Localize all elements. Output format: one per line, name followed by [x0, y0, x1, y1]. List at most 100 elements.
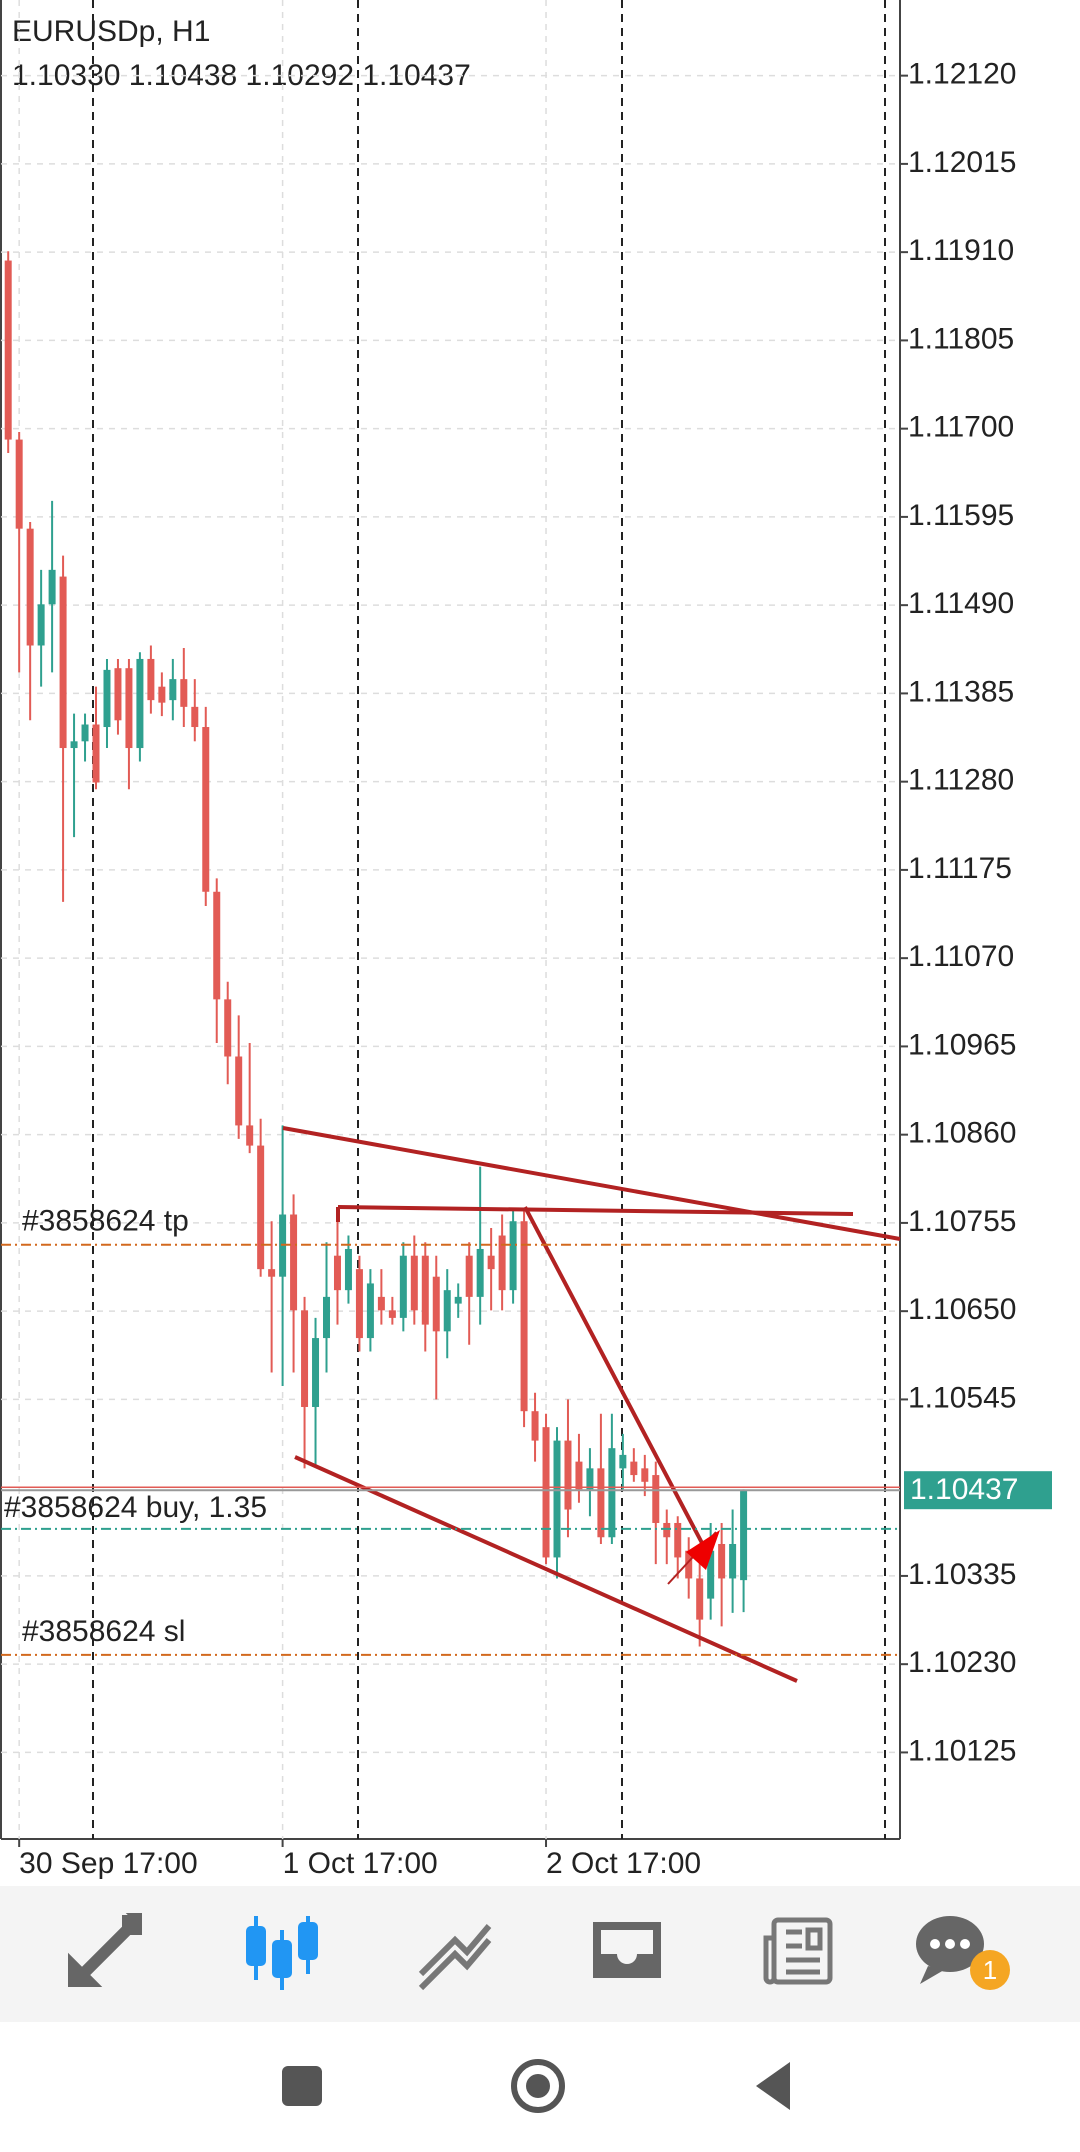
y-tick-label: 1.10335	[908, 1558, 1016, 1591]
candle-body	[290, 1214, 298, 1311]
candle-body	[674, 1522, 682, 1558]
order-label: #3858624 tp	[22, 1205, 189, 1238]
candle-body	[92, 724, 100, 783]
y-tick-label: 1.11070	[908, 940, 1014, 973]
order-label: #3858624 sl	[22, 1615, 185, 1648]
candle-body	[224, 999, 232, 1057]
y-tick-label: 1.10650	[908, 1293, 1016, 1326]
current-price-label: 1.10437	[910, 1473, 1018, 1506]
x-tick-label: 30 Sep 17:00	[19, 1847, 198, 1880]
candle-body	[553, 1440, 561, 1558]
candle-body	[509, 1221, 517, 1291]
toolbar-bg	[0, 1886, 1080, 2022]
symbol-title: EURUSDp, H1	[12, 15, 210, 48]
y-tick-label: 1.10545	[908, 1381, 1016, 1414]
candles	[4, 251, 748, 1647]
y-tick-label: 1.11700	[908, 411, 1014, 444]
nav-back[interactable]	[756, 2062, 790, 2110]
candle-body	[377, 1296, 385, 1311]
candle-body	[257, 1145, 265, 1270]
candle-body	[597, 1468, 605, 1538]
candle-body	[663, 1522, 671, 1538]
candle-body	[213, 891, 221, 1000]
candle-body	[399, 1255, 407, 1318]
candle-body	[410, 1255, 418, 1311]
y-tick-label: 1.11805	[908, 322, 1014, 355]
candle-body	[191, 706, 199, 728]
candle-body	[498, 1235, 506, 1291]
y-tick-label: 1.12015	[908, 146, 1016, 179]
candle-body	[641, 1468, 649, 1482]
candle-body	[608, 1448, 616, 1538]
candle-body	[707, 1550, 715, 1599]
candle-body	[652, 1475, 660, 1523]
candle-body	[158, 686, 166, 703]
candle-body	[202, 727, 210, 892]
candle-body	[37, 604, 45, 646]
trade-icon[interactable]	[68, 1913, 142, 1987]
candle-body	[136, 658, 144, 749]
candle-body	[103, 669, 111, 728]
y-tick-label: 1.10965	[908, 1028, 1016, 1061]
chart-icon[interactable]	[246, 1916, 318, 1990]
y-tick-label: 1.10125	[908, 1734, 1016, 1767]
y-tick-label: 1.11595	[908, 499, 1014, 532]
x-tick-label: 2 Oct 17:00	[546, 1847, 701, 1880]
candle-body	[114, 668, 122, 721]
y-tick-label: 1.10755	[908, 1205, 1016, 1238]
candle-body	[366, 1283, 374, 1339]
chat-badge: 1	[983, 1955, 997, 1985]
candle-body	[81, 724, 89, 742]
y-tick-label: 1.11280	[908, 764, 1014, 797]
candle-body	[685, 1550, 693, 1579]
candle-body	[301, 1310, 309, 1407]
candle-body	[696, 1578, 704, 1620]
candle-body	[15, 439, 23, 529]
candle-body	[542, 1427, 550, 1558]
order-label: #3858624 buy, 1.35	[4, 1491, 267, 1524]
candle-body	[729, 1543, 737, 1579]
candle-body	[432, 1276, 440, 1332]
news-icon[interactable]	[763, 1917, 833, 1985]
candle-body	[443, 1290, 451, 1332]
candle-body	[421, 1255, 429, 1325]
y-tick-label: 1.11385	[908, 675, 1014, 708]
candle-body	[520, 1221, 528, 1412]
candle-body	[575, 1461, 583, 1490]
candle-body	[718, 1543, 726, 1579]
chat-icon[interactable]: 1	[916, 1916, 1010, 1990]
x-tick-label: 1 Oct 17:00	[283, 1847, 438, 1880]
candle-body	[487, 1255, 495, 1270]
candle-body	[26, 528, 34, 646]
nav-home[interactable]	[511, 2059, 565, 2113]
candle-body	[333, 1255, 341, 1291]
candle-body	[465, 1255, 473, 1297]
candle-body	[323, 1296, 331, 1339]
candle-body	[312, 1338, 320, 1407]
y-tick-label: 1.11490	[908, 587, 1014, 620]
candle-body	[388, 1310, 396, 1318]
candle-body	[246, 1125, 254, 1146]
candle-body	[268, 1269, 276, 1277]
history-icon[interactable]	[418, 1924, 492, 1991]
y-tick-label: 1.12120	[908, 58, 1016, 91]
candle-body	[630, 1461, 638, 1476]
candle-body	[169, 679, 177, 701]
candle-body	[619, 1454, 627, 1469]
y-tick-label: 1.10860	[908, 1117, 1016, 1150]
candle-body	[235, 1056, 243, 1126]
candle-body	[4, 260, 12, 440]
candle-body	[740, 1490, 748, 1581]
candle-body	[476, 1248, 484, 1297]
y-tick-label: 1.11910	[908, 234, 1014, 267]
y-tick-label: 1.11175	[908, 852, 1012, 885]
nav-recents[interactable]	[282, 2066, 322, 2106]
current-price-box	[904, 1471, 1052, 1510]
candle-body	[564, 1440, 572, 1510]
candle-body	[125, 668, 133, 749]
inbox-icon[interactable]	[593, 1922, 661, 1978]
candle-body	[355, 1269, 363, 1339]
candle-body	[531, 1411, 539, 1441]
candle-body	[59, 576, 67, 749]
